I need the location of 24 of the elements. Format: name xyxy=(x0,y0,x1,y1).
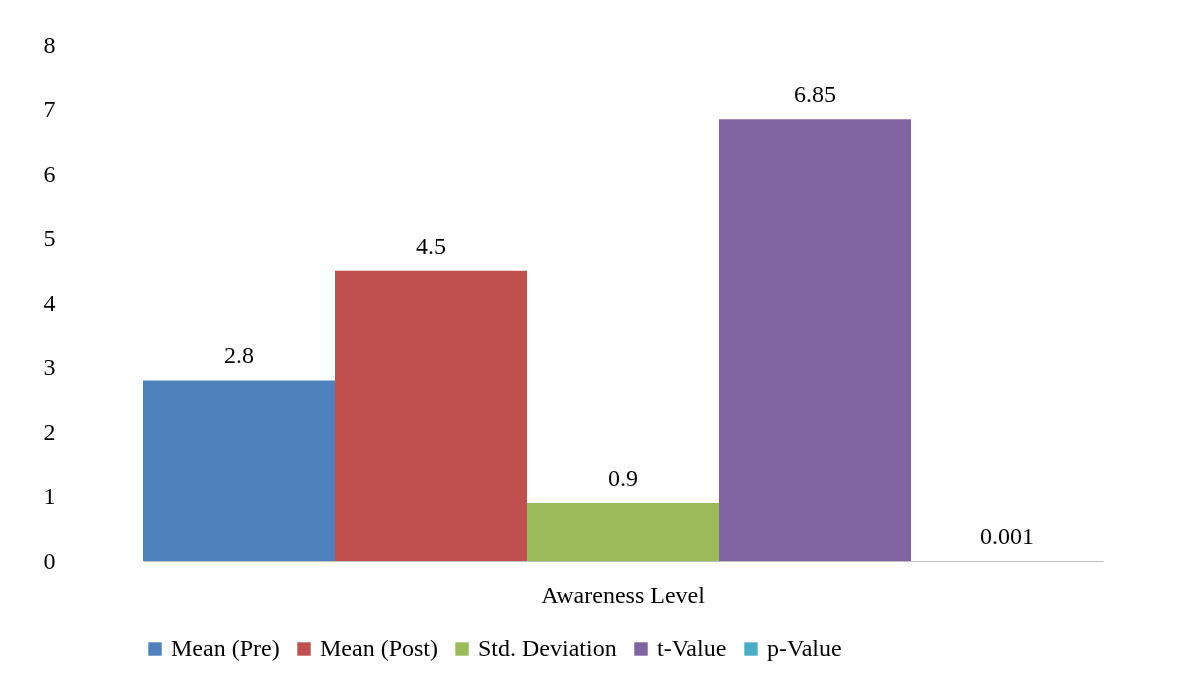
y-tick-label: 2 xyxy=(43,418,56,445)
legend-label: Mean (Post) xyxy=(320,635,438,661)
y-tick-label: 4 xyxy=(43,289,56,316)
legend-label: Std. Deviation xyxy=(478,635,617,661)
bar xyxy=(527,502,719,561)
data-label: 6.85 xyxy=(794,81,836,108)
bar xyxy=(719,119,911,561)
y-tick-label: 8 xyxy=(43,31,56,58)
data-label: 0.001 xyxy=(980,522,1034,549)
bar xyxy=(335,270,527,561)
y-tick-label: 7 xyxy=(43,96,56,122)
legend-label: p-Value xyxy=(767,635,842,661)
bar xyxy=(143,380,335,561)
data-label: 2.8 xyxy=(224,342,254,369)
y-tick-label: 0 xyxy=(43,547,56,574)
data-label: 4.5 xyxy=(416,232,446,259)
legend-label: t-Value xyxy=(657,635,727,661)
y-tick-label: 6 xyxy=(43,160,56,187)
y-tick-label: 3 xyxy=(43,354,56,380)
data-label: 0.9 xyxy=(608,464,638,491)
y-tick-label: 5 xyxy=(43,225,56,251)
legend-label: Mean (Pre) xyxy=(171,635,280,661)
y-tick-label: 1 xyxy=(43,483,56,509)
x-tick-label: Awareness Level xyxy=(541,581,706,608)
